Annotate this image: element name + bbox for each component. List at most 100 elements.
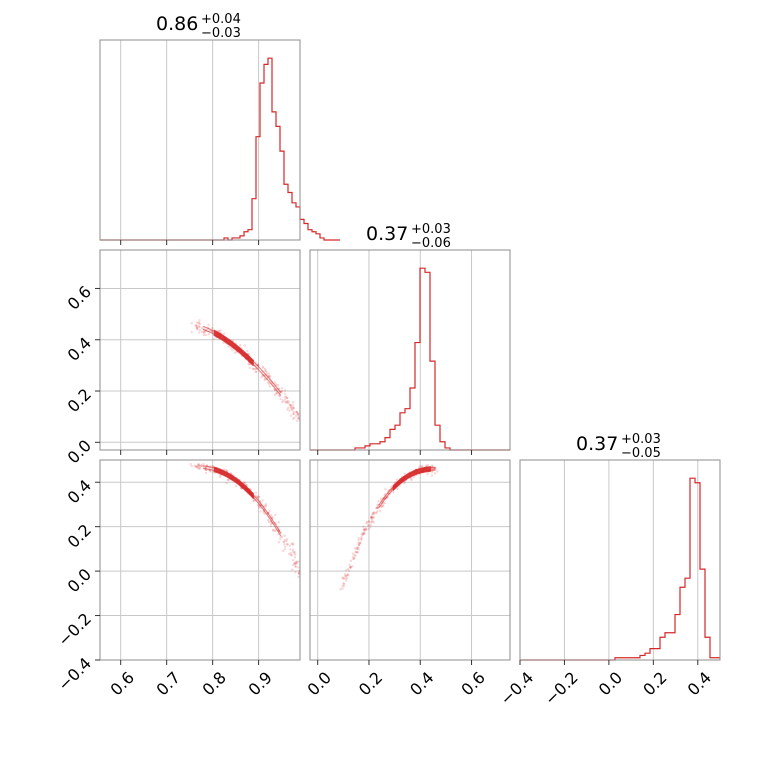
sample-point — [344, 574, 347, 578]
sample-point — [195, 327, 199, 330]
scatter-points — [189, 462, 302, 581]
sample-point — [275, 383, 278, 386]
scatter-points — [339, 463, 439, 591]
sample-point — [426, 463, 429, 467]
sample-point — [365, 520, 369, 524]
sample-point — [371, 519, 374, 522]
sample-point — [207, 323, 210, 326]
contour-line — [213, 331, 255, 364]
sample-point — [273, 393, 277, 397]
sample-point — [372, 516, 376, 519]
sample-point — [234, 484, 238, 488]
sample-point — [436, 470, 439, 473]
sample-point — [290, 542, 294, 545]
sample-point — [197, 331, 201, 334]
sample-point — [370, 516, 373, 519]
sample-point — [292, 407, 295, 410]
panel-title-median: 0.86 — [156, 13, 198, 35]
sample-point — [268, 382, 271, 386]
sample-point — [349, 566, 353, 569]
sample-point — [262, 511, 265, 514]
sample-point — [300, 579, 302, 581]
sample-point — [189, 462, 192, 466]
sample-point — [283, 547, 286, 551]
x-tick-label: 0.4 — [684, 668, 715, 699]
sample-point — [283, 400, 287, 403]
sample-point — [280, 390, 283, 393]
sample-point — [196, 328, 199, 331]
sample-point — [194, 324, 197, 328]
sample-point — [257, 495, 261, 499]
sample-point — [357, 548, 360, 551]
sample-point — [285, 538, 289, 541]
sample-point — [291, 403, 294, 407]
sample-point — [199, 464, 203, 467]
sample-point — [274, 513, 277, 517]
sample-point — [233, 351, 237, 354]
panel-frame — [99, 459, 301, 661]
sample-point — [277, 540, 281, 544]
sample-point — [431, 464, 434, 467]
y-tick-label: 0.2 — [64, 385, 95, 416]
sample-point — [269, 524, 273, 528]
sample-point — [370, 517, 373, 521]
sample-point — [264, 505, 267, 508]
sample-point — [262, 366, 265, 370]
sample-point — [286, 396, 289, 400]
sample-point — [247, 362, 250, 366]
sample-point — [288, 409, 291, 412]
scatter-panel-1-2 — [309, 459, 511, 661]
sample-point — [297, 572, 300, 575]
sample-point — [248, 366, 251, 370]
sample-point — [292, 410, 296, 414]
sample-point — [227, 345, 230, 348]
sample-point — [369, 525, 372, 528]
sample-point — [365, 528, 368, 531]
sample-point — [266, 519, 270, 522]
sample-point — [345, 574, 349, 577]
sample-point — [287, 401, 290, 405]
sample-point — [190, 322, 193, 325]
sample-point — [252, 367, 255, 371]
sample-point — [294, 562, 297, 565]
contour-line — [202, 465, 282, 534]
sample-point — [257, 506, 261, 509]
sample-point — [362, 532, 365, 535]
sample-point — [194, 324, 198, 327]
sample-point — [197, 322, 200, 325]
sample-point — [283, 542, 286, 546]
panel-frame — [99, 39, 301, 241]
sample-point — [359, 537, 363, 540]
sample-point — [285, 539, 288, 543]
sample-point — [251, 367, 255, 370]
sample-point — [260, 375, 263, 379]
sample-point — [209, 470, 212, 473]
sample-point — [362, 531, 366, 534]
sample-point — [198, 463, 201, 466]
sample-point — [287, 552, 291, 556]
sample-point — [352, 557, 355, 561]
sample-point — [283, 534, 286, 537]
sample-point — [207, 333, 210, 336]
sample-point — [342, 584, 346, 588]
sample-point — [294, 571, 297, 574]
sample-point — [254, 370, 258, 374]
sample-point — [349, 559, 353, 562]
sample-point — [254, 494, 258, 497]
contour-line — [213, 329, 255, 362]
sample-point — [219, 329, 222, 332]
sample-point — [198, 328, 202, 332]
sample-point — [253, 367, 256, 371]
sample-point — [296, 416, 300, 420]
panel-title-minus: −0.06 — [411, 236, 451, 251]
sample-point — [342, 576, 345, 580]
sample-point — [285, 543, 289, 546]
sample-point — [267, 372, 270, 375]
sample-point — [297, 566, 300, 569]
y-tick-label: 0.4 — [64, 476, 95, 507]
sample-point — [295, 562, 299, 565]
sample-point — [247, 352, 251, 356]
sample-point — [367, 527, 371, 531]
sample-point — [246, 349, 249, 353]
sample-point — [285, 396, 289, 400]
